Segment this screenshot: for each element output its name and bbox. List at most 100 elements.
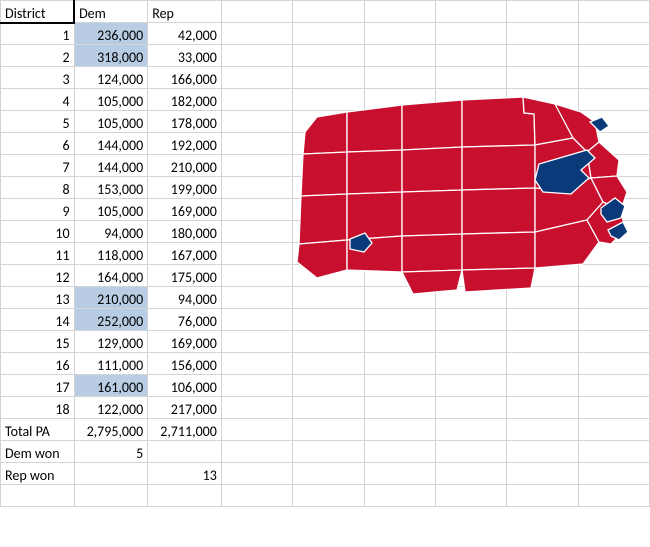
- cell-blank[interactable]: [293, 375, 364, 397]
- cell-district[interactable]: 1: [1, 23, 75, 45]
- cell-dem[interactable]: 144,000: [74, 155, 148, 177]
- cell-district[interactable]: 9: [1, 199, 75, 221]
- cell-blank[interactable]: [578, 485, 649, 507]
- cell-district[interactable]: 13: [1, 287, 75, 309]
- cell-blank[interactable]: [578, 353, 649, 375]
- cell-dem[interactable]: 252,000: [74, 309, 148, 331]
- cell-blank[interactable]: [221, 1, 292, 23]
- cell-dem[interactable]: 161,000: [74, 375, 148, 397]
- cell-blank[interactable]: [221, 133, 292, 155]
- cell-blank[interactable]: [221, 485, 292, 507]
- header-dem[interactable]: Dem: [74, 1, 148, 23]
- cell-blank[interactable]: [578, 463, 649, 485]
- cell-blank[interactable]: [435, 1, 506, 23]
- cell-blank[interactable]: [74, 463, 148, 485]
- cell-blank[interactable]: [293, 45, 364, 67]
- cell-blank[interactable]: [507, 23, 578, 45]
- cell-district[interactable]: 18: [1, 397, 75, 419]
- cell-rep[interactable]: 76,000: [148, 309, 222, 331]
- cell-blank[interactable]: [507, 463, 578, 485]
- cell-dem[interactable]: 124,000: [74, 67, 148, 89]
- cell-blank[interactable]: [364, 23, 435, 45]
- cell-blank[interactable]: [293, 67, 364, 89]
- cell-blank[interactable]: [435, 23, 506, 45]
- cell-blank[interactable]: [221, 155, 292, 177]
- cell-blank[interactable]: [293, 353, 364, 375]
- cell-blank[interactable]: [364, 463, 435, 485]
- cell-blank[interactable]: [221, 397, 292, 419]
- cell-blank[interactable]: [435, 463, 506, 485]
- cell-blank[interactable]: [221, 265, 292, 287]
- cell-blank[interactable]: [293, 485, 364, 507]
- header-rep[interactable]: Rep: [148, 1, 222, 23]
- cell-blank[interactable]: [578, 23, 649, 45]
- cell-blank[interactable]: [364, 397, 435, 419]
- cell-rep[interactable]: 178,000: [148, 111, 222, 133]
- cell-dem[interactable]: 111,000: [74, 353, 148, 375]
- cell-rep[interactable]: 175,000: [148, 265, 222, 287]
- cell-blank[interactable]: [221, 463, 292, 485]
- cell-blank[interactable]: [221, 23, 292, 45]
- cell-dem[interactable]: 129,000: [74, 331, 148, 353]
- cell-dem[interactable]: 210,000: [74, 287, 148, 309]
- cell-blank[interactable]: [221, 287, 292, 309]
- cell-rep[interactable]: 180,000: [148, 221, 222, 243]
- cell-rep[interactable]: 106,000: [148, 375, 222, 397]
- cell-blank[interactable]: [364, 67, 435, 89]
- cell-blank[interactable]: [148, 441, 222, 463]
- cell-dem[interactable]: 153,000: [74, 177, 148, 199]
- cell-rep[interactable]: 169,000: [148, 331, 222, 353]
- cell-blank[interactable]: [507, 331, 578, 353]
- cell-blank[interactable]: [578, 375, 649, 397]
- cell-blank[interactable]: [293, 463, 364, 485]
- cell-blank[interactable]: [221, 331, 292, 353]
- cell-district[interactable]: 11: [1, 243, 75, 265]
- cell-rep[interactable]: 169,000: [148, 199, 222, 221]
- cell-rep[interactable]: 217,000: [148, 397, 222, 419]
- cell-dem[interactable]: 144,000: [74, 133, 148, 155]
- cell-dem[interactable]: 105,000: [74, 111, 148, 133]
- cell-blank[interactable]: [293, 397, 364, 419]
- cell-blank[interactable]: [293, 441, 364, 463]
- header-district[interactable]: District: [1, 1, 75, 23]
- cell-rep[interactable]: 94,000: [148, 287, 222, 309]
- cell-dem[interactable]: 118,000: [74, 243, 148, 265]
- cell-blank[interactable]: [435, 485, 506, 507]
- cell-blank[interactable]: [578, 1, 649, 23]
- cell-blank[interactable]: [578, 45, 649, 67]
- cell-total-label[interactable]: Total PA: [1, 419, 75, 441]
- cell-repwon-label[interactable]: Rep won: [1, 463, 75, 485]
- cell-blank[interactable]: [221, 89, 292, 111]
- cell-blank[interactable]: [507, 375, 578, 397]
- cell-blank[interactable]: [74, 485, 148, 507]
- cell-blank[interactable]: [507, 1, 578, 23]
- cell-district[interactable]: 17: [1, 375, 75, 397]
- cell-blank[interactable]: [507, 397, 578, 419]
- cell-dem[interactable]: 105,000: [74, 89, 148, 111]
- cell-blank[interactable]: [293, 419, 364, 441]
- cell-district[interactable]: 6: [1, 133, 75, 155]
- cell-rep[interactable]: 199,000: [148, 177, 222, 199]
- cell-blank[interactable]: [507, 485, 578, 507]
- cell-blank[interactable]: [364, 441, 435, 463]
- cell-blank[interactable]: [364, 485, 435, 507]
- cell-blank[interactable]: [221, 309, 292, 331]
- cell-blank[interactable]: [578, 331, 649, 353]
- cell-blank[interactable]: [221, 375, 292, 397]
- cell-blank[interactable]: [293, 331, 364, 353]
- cell-blank[interactable]: [293, 1, 364, 23]
- cell-district[interactable]: 10: [1, 221, 75, 243]
- cell-blank[interactable]: [221, 419, 292, 441]
- cell-blank[interactable]: [435, 397, 506, 419]
- cell-blank[interactable]: [364, 375, 435, 397]
- cell-blank[interactable]: [221, 441, 292, 463]
- cell-dem[interactable]: 318,000: [74, 45, 148, 67]
- cell-district[interactable]: 7: [1, 155, 75, 177]
- cell-total-dem[interactable]: 2,795,000: [74, 419, 148, 441]
- cell-dem[interactable]: 94,000: [74, 221, 148, 243]
- cell-repwon-value[interactable]: 13: [148, 463, 222, 485]
- cell-blank[interactable]: [507, 419, 578, 441]
- cell-dem[interactable]: 122,000: [74, 397, 148, 419]
- cell-blank[interactable]: [364, 1, 435, 23]
- cell-rep[interactable]: 42,000: [148, 23, 222, 45]
